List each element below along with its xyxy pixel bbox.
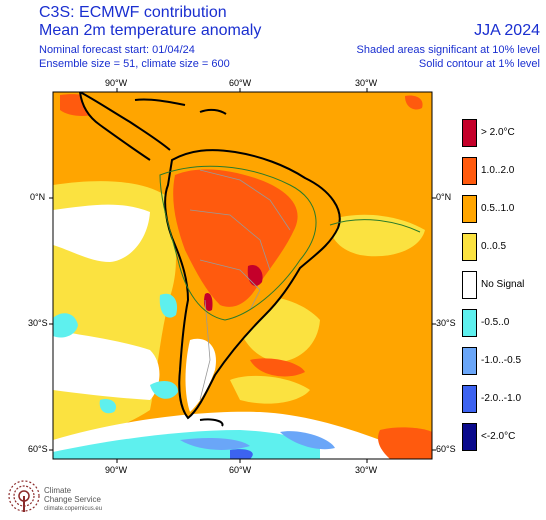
legend-swatch bbox=[462, 347, 477, 375]
lat-tick-right: 0°N bbox=[436, 192, 452, 202]
subtitle: Mean 2m temperature anomaly bbox=[39, 22, 262, 39]
forecast-start: Nominal forecast start: 01/04/24 bbox=[39, 44, 195, 56]
legend-swatch bbox=[462, 271, 477, 299]
title: C3S: ECMWF contribution bbox=[39, 4, 227, 21]
legend-label: <-2.0°C bbox=[481, 431, 516, 442]
lon-tick-top: 60°W bbox=[229, 78, 252, 88]
season-label: JJA 2024 bbox=[474, 22, 540, 39]
legend-item: > 2.0°C bbox=[462, 119, 542, 147]
significance-contour bbox=[159, 165, 421, 321]
legend-item: -2.0..-1.0 bbox=[462, 385, 542, 413]
legend-label: No Signal bbox=[481, 279, 525, 290]
legend-label: -0.5..0 bbox=[481, 317, 510, 328]
legend-swatch bbox=[462, 423, 477, 451]
legend-item: <-2.0°C bbox=[462, 423, 542, 451]
lat-tick-left: 60°S bbox=[28, 444, 48, 454]
lon-tick-bottom: 90°W bbox=[105, 465, 128, 475]
legend-swatch bbox=[462, 157, 477, 185]
lon-tick-bottom: 30°W bbox=[355, 465, 378, 475]
coastlines bbox=[79, 92, 341, 427]
legend-label: > 2.0°C bbox=[481, 127, 515, 138]
lon-tick-bottom: 60°W bbox=[229, 465, 252, 475]
lat-tick-right: 30°S bbox=[436, 318, 456, 328]
legend-swatch bbox=[462, 195, 477, 223]
lat-tick-left: 0°N bbox=[30, 192, 46, 202]
legend-label: -1.0..-0.5 bbox=[481, 355, 522, 366]
legend-item: -0.5..0 bbox=[462, 309, 542, 337]
country-borders bbox=[189, 169, 291, 401]
lat-tick-right: 60°S bbox=[436, 444, 456, 454]
legend-swatch bbox=[462, 119, 477, 147]
lon-tick-top: 90°W bbox=[105, 78, 128, 88]
logo-name-line2: Change Service bbox=[44, 495, 101, 504]
legend-label: 1.0..2.0 bbox=[481, 165, 515, 176]
legend-item: No Signal bbox=[462, 271, 542, 299]
tick-marks bbox=[49, 88, 436, 463]
legend-item: 1.0..2.0 bbox=[462, 157, 542, 185]
copernicus-logo-icon bbox=[8, 480, 40, 512]
legend-item: -1.0..-0.5 bbox=[462, 347, 542, 375]
legend-swatch bbox=[462, 233, 477, 261]
logo-url: climate.copernicus.eu bbox=[44, 506, 103, 512]
lon-tick-top: 30°W bbox=[355, 78, 378, 88]
legend-label: 0.5..1.0 bbox=[481, 203, 515, 214]
legend-item: 0.5..1.0 bbox=[462, 195, 542, 223]
ensemble-size: Ensemble size = 51, climate size = 600 bbox=[39, 58, 230, 70]
legend-label: 0..0.5 bbox=[481, 241, 507, 252]
legend-item: 0..0.5 bbox=[462, 233, 542, 261]
lat-tick-left: 30°S bbox=[28, 318, 48, 328]
legend-label: -2.0..-1.0 bbox=[481, 393, 522, 404]
map-field bbox=[53, 92, 432, 459]
logo-text: Climate Change Service bbox=[44, 486, 101, 504]
significance-contour-note: Solid contour at 1% level bbox=[418, 58, 540, 70]
legend-swatch bbox=[462, 309, 477, 337]
logo-name-line1: Climate bbox=[44, 486, 72, 495]
map-frame bbox=[52, 91, 433, 460]
significance-shaded-note: Shaded areas significant at 10% level bbox=[356, 44, 540, 56]
legend-swatch bbox=[462, 385, 477, 413]
